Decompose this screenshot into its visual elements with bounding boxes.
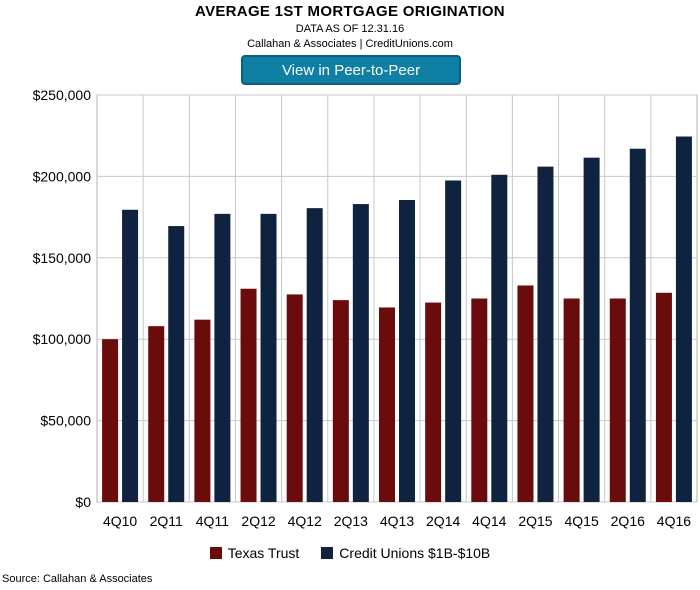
bar-credit-unions-4q15 <box>583 157 600 503</box>
chart-bars <box>102 136 692 503</box>
y-tick-label: $200,000 <box>33 168 92 184</box>
bar-texas-trust-4q10 <box>102 339 119 502</box>
bar-texas-trust-4q11 <box>194 319 211 502</box>
bar-texas-trust-2q12 <box>240 288 257 502</box>
view-peer-to-peer-button[interactable]: View in Peer-to-Peer <box>241 55 461 85</box>
bar-credit-unions-2q15 <box>537 166 554 502</box>
x-tick-label: 4Q12 <box>288 513 322 529</box>
y-tick-label: $100,000 <box>33 331 92 347</box>
bar-credit-unions-4q10 <box>122 209 139 503</box>
bar-texas-trust-4q12 <box>286 294 303 502</box>
x-tick-label: 4Q13 <box>380 513 414 529</box>
chart-legend: Texas Trust Credit Unions $1B-$10B <box>0 545 700 561</box>
x-tick-label: 4Q15 <box>564 513 598 529</box>
x-tick-label: 2Q14 <box>426 513 460 529</box>
plot-frame <box>96 94 698 503</box>
bar-texas-trust-4q14 <box>471 298 488 502</box>
bar-credit-unions-4q14 <box>491 174 508 502</box>
source-note: Source: Callahan & Associates <box>2 573 153 585</box>
legend-swatch-credit-unions <box>321 547 334 559</box>
bar-texas-trust-2q13 <box>332 300 349 502</box>
legend-item-texas-trust: Texas Trust <box>209 545 300 561</box>
bar-credit-unions-2q14 <box>445 180 462 502</box>
x-tick-label: 2Q12 <box>241 513 275 529</box>
legend-swatch-texas-trust <box>209 547 222 559</box>
bar-credit-unions-4q12 <box>306 208 323 502</box>
bar-texas-trust-2q15 <box>517 285 534 502</box>
bar-credit-unions-2q13 <box>352 204 369 503</box>
chart-subtitle: DATA AS OF 12.31.16 <box>295 23 405 35</box>
legend-item-credit-unions: Credit Unions $1B-$10B <box>321 545 490 561</box>
bar-texas-trust-2q16 <box>609 298 626 502</box>
y-tick-label: $0 <box>75 494 91 510</box>
chart-grid <box>96 94 698 503</box>
chart-title: AVERAGE 1ST MORTGAGE ORIGINATION <box>195 3 505 20</box>
y-tick-label: $250,000 <box>33 87 92 103</box>
y-axis-ticks: $0 $50,000 $100,000 $150,000 $200,000 $250,00… <box>33 87 92 510</box>
bar-credit-unions-4q13 <box>399 200 415 503</box>
x-tick-label: 2Q13 <box>334 513 368 529</box>
x-axis-ticks: 4Q10 2Q11 4Q11 2Q12 4Q12 2Q13 4Q13 2Q14 4Q14 2Q15… <box>103 513 691 529</box>
bar-credit-unions-4q16 <box>675 136 692 502</box>
x-tick-label: 2Q16 <box>611 513 645 529</box>
x-tick-label: 4Q16 <box>657 513 691 529</box>
y-tick-label: $50,000 <box>40 413 91 429</box>
bar-credit-unions-2q11 <box>168 226 185 502</box>
bar-credit-unions-2q16 <box>629 148 646 502</box>
bar-texas-trust-2q14 <box>425 302 442 502</box>
legend-label-credit-unions: Credit Unions $1B-$10B <box>339 545 491 561</box>
legend-label-texas-trust: Texas Trust <box>227 545 300 561</box>
x-tick-label: 2Q11 <box>150 513 183 529</box>
x-tick-label: 4Q10 <box>103 513 137 529</box>
x-tick-label: 4Q14 <box>472 513 506 529</box>
bar-texas-trust-4q15 <box>563 298 580 502</box>
bar-texas-trust-2q11 <box>148 326 165 502</box>
x-tick-label: 2Q15 <box>518 513 552 529</box>
y-tick-label: $150,000 <box>33 250 92 266</box>
bar-credit-unions-2q12 <box>260 213 277 502</box>
bar-texas-trust-4q16 <box>655 292 672 502</box>
x-tick-label: 4Q11 <box>196 513 229 529</box>
chart-credit: Callahan & Associates | CreditUnions.com <box>247 38 453 50</box>
bar-texas-trust-4q13 <box>379 307 395 502</box>
bar-credit-unions-4q11 <box>214 213 231 502</box>
